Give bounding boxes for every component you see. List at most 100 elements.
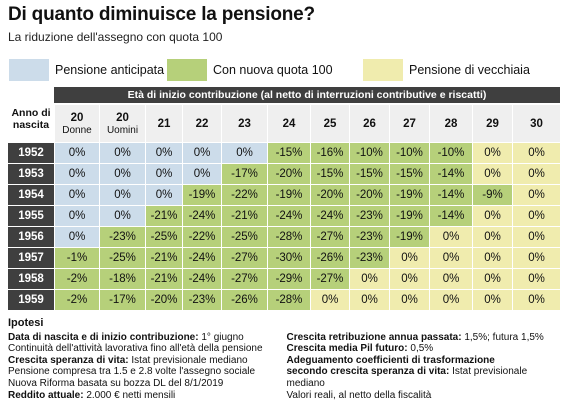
table-cell: -21% xyxy=(146,206,183,227)
table-row: -1% -25% -21% -24% -27% -30% -26% -23% 0% 0% 0% 0% xyxy=(55,248,561,269)
note-line: Adeguamento coefficienti di trasformazio… xyxy=(286,355,560,367)
table-row: 0% 0% 0% 0% -17% -20% -15% -15% -15% -14% 0% 0% xyxy=(55,164,561,185)
table-cell: 0% xyxy=(55,227,100,248)
table-cell: 0% xyxy=(311,290,350,311)
table-cell: 0% xyxy=(513,269,561,290)
note-text: 0,5% xyxy=(408,343,434,354)
column-header: 26 xyxy=(350,105,390,143)
table-cell: -20% xyxy=(350,185,390,206)
table-cell: -21% xyxy=(146,269,183,290)
table-cell: 0% xyxy=(390,269,430,290)
table-cell: 0% xyxy=(100,206,146,227)
table-cell: -15% xyxy=(268,143,311,164)
table-cell: 0% xyxy=(350,290,390,311)
column-header-label: 20 xyxy=(116,112,129,124)
legend-item-quota100: Con nuova quota 100 xyxy=(166,58,362,82)
chart-subtitle: La riduzione dell'assegno con quota 100 xyxy=(8,30,222,44)
legend-swatch-anticipata xyxy=(9,59,49,81)
column-header-label: 30 xyxy=(530,118,543,130)
chart-title: Di quanto diminuisce la pensione? xyxy=(8,4,315,26)
table-cell: -15% xyxy=(311,164,350,185)
table-row: -2% -17% -20% -23% -26% -28% 0% 0% 0% 0% 0% 0% xyxy=(55,290,561,311)
column-header: 30 xyxy=(513,105,561,143)
notes: Ipotesi Data di nascita e di inizio cont… xyxy=(8,318,560,401)
table-row: 0% 0% 0% -19% -22% -19% -20% -20% -19% -14% -9% 0% xyxy=(55,185,561,206)
column-header: 22 xyxy=(183,105,222,143)
column-header: 28 xyxy=(430,105,473,143)
table-cell: 0% xyxy=(390,248,430,269)
table-cell: -14% xyxy=(430,206,473,227)
table-cell: 0% xyxy=(100,185,146,206)
table-cell: -19% xyxy=(390,206,430,227)
column-header-label: 24 xyxy=(283,118,296,130)
row-labels: 1952 1953 1954 1955 1956 1957 1958 1959 xyxy=(8,143,54,311)
table-cell: 0% xyxy=(55,206,100,227)
table-cell: -28% xyxy=(268,227,311,248)
table-cell: -17% xyxy=(222,164,268,185)
table-cell: 0% xyxy=(473,206,513,227)
note-bold: Crescita speranza di vita: xyxy=(8,355,129,366)
note-text: Valori reali, al netto della fiscalità xyxy=(286,390,431,401)
table-cell: -23% xyxy=(350,227,390,248)
table-cell: -25% xyxy=(146,227,183,248)
table-cell: 0% xyxy=(430,227,473,248)
column-header: 25 xyxy=(311,105,350,143)
column-header-label: 28 xyxy=(445,118,458,130)
table-cell: -2% xyxy=(55,269,100,290)
table-cell: -10% xyxy=(390,143,430,164)
legend: Pensione anticipata Con nuova quota 100 … xyxy=(8,58,560,82)
table-cell: -24% xyxy=(311,206,350,227)
note-text: Istat previsionale mediano xyxy=(129,355,248,366)
table-cell: 0% xyxy=(513,206,561,227)
table-cell: -20% xyxy=(146,290,183,311)
table-cell: -18% xyxy=(100,269,146,290)
note-line: Crescita speranza di vita: Istat previsi… xyxy=(8,355,268,367)
table-cell: -30% xyxy=(268,248,311,269)
table-cell: 0% xyxy=(222,143,268,164)
table-row: -2% -18% -21% -24% -27% -29% -27% 0% 0% 0% 0% 0% xyxy=(55,269,561,290)
column-header-label: 20 xyxy=(71,112,84,124)
table-cell: 0% xyxy=(513,143,561,164)
note-bold: Reddito attuale: xyxy=(8,390,84,401)
column-header-label: 27 xyxy=(403,118,416,130)
legend-label: Pensione anticipata xyxy=(49,63,164,77)
table-cell: 0% xyxy=(430,290,473,311)
table-cell: -24% xyxy=(183,269,222,290)
legend-label: Pensione di vecchiaia xyxy=(403,63,530,77)
table-cell: -27% xyxy=(311,269,350,290)
table-cell: -22% xyxy=(183,227,222,248)
table-cell: -23% xyxy=(183,290,222,311)
table-cell: -26% xyxy=(222,290,268,311)
table-cell: -10% xyxy=(350,143,390,164)
table-cell: -24% xyxy=(183,206,222,227)
table-cell: -26% xyxy=(311,248,350,269)
table-cell: -14% xyxy=(430,185,473,206)
table-cell: 0% xyxy=(146,143,183,164)
note-bold: Adeguamento coefficienti di trasformazio… xyxy=(286,355,494,366)
table-cell: -24% xyxy=(183,248,222,269)
column-header-sub: Donne xyxy=(55,125,99,136)
table-cell: 0% xyxy=(513,164,561,185)
table-cell: 0% xyxy=(55,164,100,185)
notes-left: Data di nascita e di inizio contribuzion… xyxy=(8,332,268,401)
note-text: 2.000 € netti mensili xyxy=(84,390,176,401)
table-cell: -27% xyxy=(311,227,350,248)
table-cell: 0% xyxy=(100,164,146,185)
table-row: 0% -23% -25% -22% -25% -28% -27% -23% -19% 0% 0% 0% xyxy=(55,227,561,248)
column-header: 20 Donne xyxy=(55,105,100,143)
legend-item-vecchiaia: Pensione di vecchiaia xyxy=(362,58,560,82)
note-line: Valori reali, al netto della fiscalità xyxy=(286,390,560,401)
table-cell: -15% xyxy=(350,164,390,185)
table-cell: -25% xyxy=(222,227,268,248)
note-line: secondo crescita speranza di vita: Istat… xyxy=(286,366,560,389)
table-cell: 0% xyxy=(513,290,561,311)
table-row: 0% 0% 0% 0% 0% -15% -16% -10% -10% -10% 0% 0% xyxy=(55,143,561,164)
table-cell: -19% xyxy=(183,185,222,206)
row-label-year: 1953 xyxy=(8,164,54,185)
note-line: Crescita retribuzione annua passata: 1,5… xyxy=(286,332,560,344)
table-cell: 0% xyxy=(473,164,513,185)
note-text: Nuova Riforma basata su bozza DL del 8/1… xyxy=(8,378,223,389)
table-cell: -17% xyxy=(100,290,146,311)
table-cell: 0% xyxy=(146,164,183,185)
row-label-year: 1957 xyxy=(8,248,54,269)
